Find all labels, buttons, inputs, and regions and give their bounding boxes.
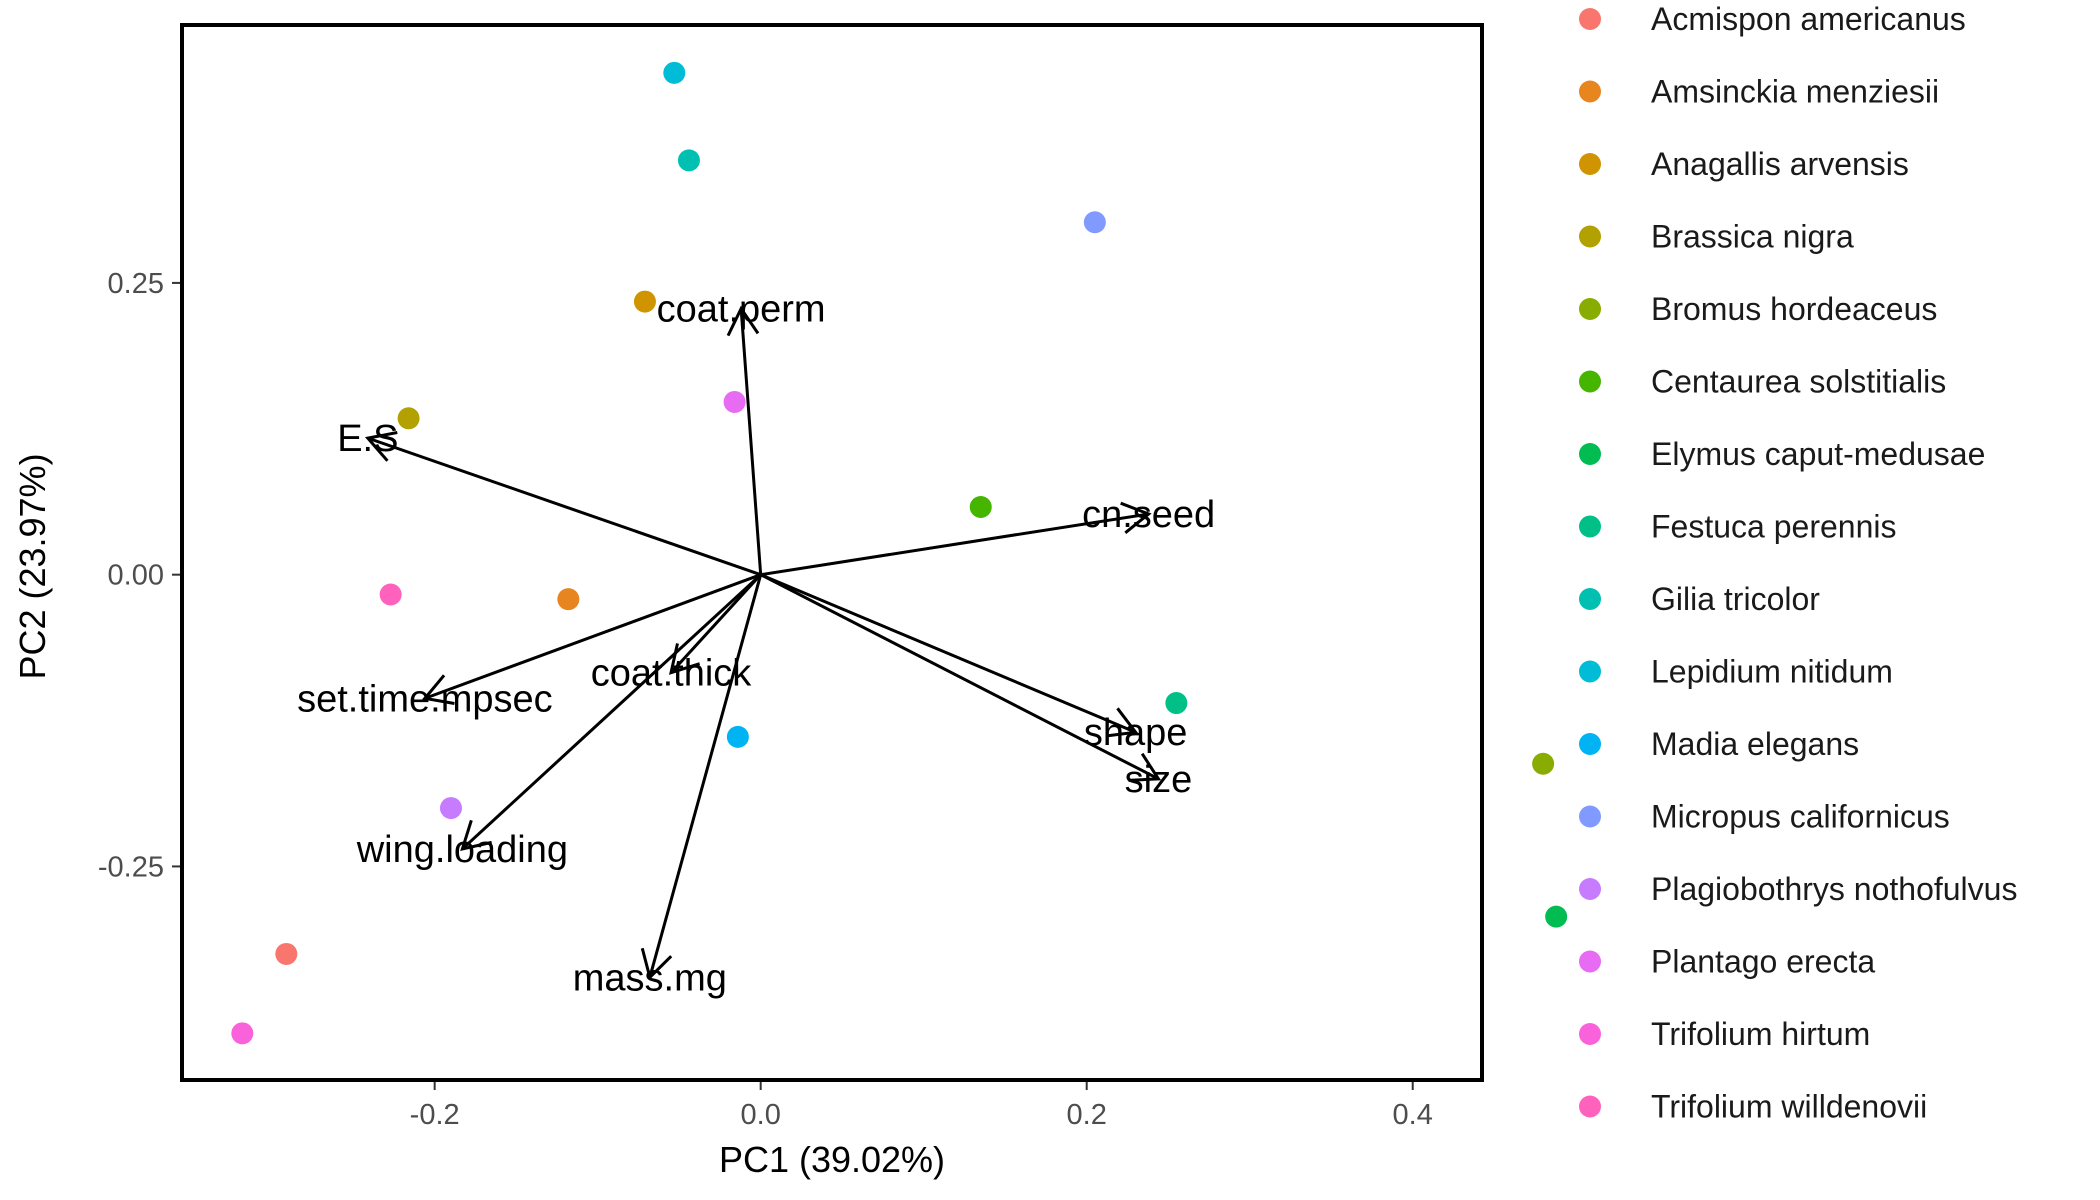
arrow-head <box>364 431 398 462</box>
legend-key <box>1579 878 1601 900</box>
legend-key <box>1579 370 1601 393</box>
legend-key <box>1579 443 1601 465</box>
arrow-shaft <box>669 573 762 674</box>
arrow-shaft <box>760 512 1149 577</box>
species-point <box>723 390 746 413</box>
y-tick-label: -0.25 <box>98 851 164 883</box>
loading-label: coat.thick <box>591 653 753 695</box>
x-axis-ticks: -0.2 0.0 0.2 0.4 <box>410 1080 1433 1131</box>
legend-label: Trifolium willdenovii <box>1651 1089 1927 1125</box>
species-point <box>969 495 992 518</box>
arrow-shaft <box>760 573 1137 734</box>
arrow-head <box>726 305 760 337</box>
arrow-head <box>640 947 673 981</box>
arrow-shaft <box>461 573 762 851</box>
legend-key <box>1579 225 1601 248</box>
species-point <box>677 149 700 172</box>
arrow-head <box>422 674 455 705</box>
loading-label: cn.seed <box>1082 494 1215 536</box>
legend-label: Brassica nigra <box>1651 219 1854 255</box>
legend-label: Plantago erecta <box>1651 944 1875 980</box>
x-tick-label: 0.2 <box>1067 1099 1107 1131</box>
legend-key <box>1579 1095 1601 1118</box>
legend-label: Anagallis arvensis <box>1651 146 1909 182</box>
legend-label: Lepidium nitidum <box>1651 654 1893 690</box>
legend-label: Amsinckia menziesii <box>1651 74 1939 110</box>
y-axis-title: PC2 (23.97%) <box>12 453 53 679</box>
x-tick-label: 0.0 <box>741 1099 781 1131</box>
x-tick-label: 0.4 <box>1393 1099 1433 1131</box>
loading-label: shape <box>1084 712 1188 754</box>
arrow-shaft <box>367 436 762 577</box>
legend-label: Elymus caput-medusae <box>1651 436 1985 472</box>
loading-label: coat.perm <box>657 289 826 331</box>
x-tick-label: -0.2 <box>410 1099 460 1131</box>
legend-label: Bromus hordeaceus <box>1651 291 1937 327</box>
arrow-head <box>1128 752 1162 782</box>
loading-label: set.time.mpsec <box>297 678 553 720</box>
legend-key <box>1579 153 1601 175</box>
species-point <box>1532 752 1555 775</box>
y-tick-label: 0.00 <box>108 560 164 592</box>
plot-panel-border <box>180 23 1484 1082</box>
species-point <box>439 797 462 820</box>
legend-key <box>1579 588 1601 610</box>
species-point <box>663 61 686 84</box>
species-point <box>275 942 298 965</box>
arrow-shaft <box>648 574 763 978</box>
species-point <box>557 588 580 611</box>
x-axis-title: PC1 (39.02%) <box>719 1139 945 1180</box>
loading-label: size <box>1125 759 1193 801</box>
species-point <box>633 290 656 313</box>
legend-label: Centaurea solstitialis <box>1651 364 1946 400</box>
arrow-shaft <box>759 573 1160 781</box>
species-point <box>379 583 402 606</box>
arrow-shaft <box>739 308 763 575</box>
legend-label: Trifolium hirtum <box>1651 1016 1870 1052</box>
legend-label: Micropus californicus <box>1651 799 1950 835</box>
species-point <box>1545 905 1568 928</box>
legend-label: Festuca perennis <box>1651 509 1896 545</box>
legend-key <box>1579 1023 1601 1045</box>
loading-label: E.S <box>337 418 398 460</box>
legend: Acmispon americanus Amsinckia menziesii An… <box>1579 1 2017 1125</box>
arrow-head <box>1105 707 1139 738</box>
legend-label: Madia elegans <box>1651 726 1859 762</box>
species-points <box>231 61 1568 1045</box>
legend-label: Gilia tricolor <box>1651 581 1820 617</box>
legend-key <box>1579 298 1601 320</box>
legend-key <box>1579 950 1601 973</box>
species-point <box>726 725 749 748</box>
legend-key <box>1579 8 1601 30</box>
loading-arrows <box>364 305 1162 981</box>
y-axis-ticks: -0.25 0.00 0.25 <box>98 268 182 883</box>
arrow-head <box>460 819 492 851</box>
legend-key <box>1579 515 1601 538</box>
loading-label: wing.loading <box>356 829 568 871</box>
arrow-shaft <box>424 573 762 700</box>
legend-label: Plagiobothrys nothofulvus <box>1651 871 2017 907</box>
legend-key <box>1579 660 1601 683</box>
species-point <box>1083 211 1106 234</box>
arrow-head <box>1120 501 1152 534</box>
loading-label: mass.mg <box>573 957 727 999</box>
species-point <box>1165 692 1188 715</box>
y-tick-label: 0.25 <box>108 268 164 300</box>
legend-key <box>1579 80 1601 103</box>
legend-key <box>1579 733 1601 755</box>
loading-labels: coat.perm E.S cn.seed coat.thick set.time.mp… <box>297 289 1215 1000</box>
species-point <box>397 407 420 430</box>
legend-key <box>1579 805 1601 828</box>
species-point <box>231 1022 254 1045</box>
legend-label: Acmispon americanus <box>1651 1 1966 37</box>
